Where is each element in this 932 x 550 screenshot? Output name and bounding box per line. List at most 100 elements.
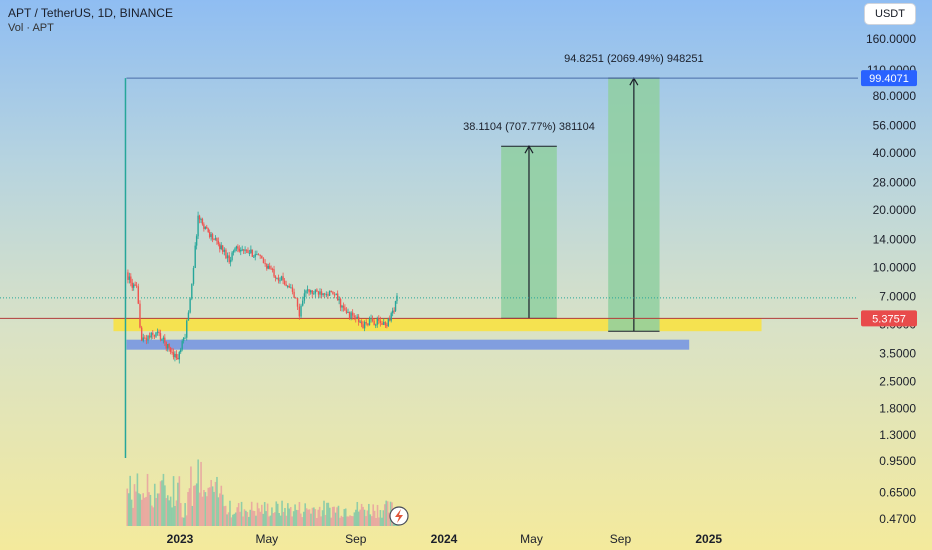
candle [207, 227, 209, 233]
candle [353, 313, 355, 321]
candle [206, 224, 208, 229]
candle-body [302, 300, 304, 306]
candle [320, 288, 323, 299]
candle-body [169, 347, 172, 352]
price-tick-label: 3.5000 [879, 347, 916, 361]
candle [332, 291, 334, 295]
volume-bar [145, 496, 147, 526]
volume-bar [224, 505, 227, 526]
yellow-support-zone [113, 318, 762, 332]
candle [167, 343, 169, 352]
candle [250, 245, 252, 254]
candle [302, 296, 304, 307]
candle [396, 292, 398, 304]
volume-bar [132, 507, 134, 526]
candle [221, 244, 224, 255]
volume-bar [161, 480, 163, 526]
price-axis: 160.0000110.000080.000056.000040.000028.… [866, 32, 916, 526]
candle [158, 329, 160, 337]
candle-body [237, 246, 239, 249]
candle-body [203, 224, 205, 229]
candle [325, 291, 328, 298]
candle-body [300, 305, 302, 317]
volume-bar [357, 511, 360, 526]
volume-bar [370, 516, 373, 526]
candle-body [211, 234, 214, 240]
volume-bar [262, 513, 265, 526]
candle-body [192, 268, 195, 284]
volume-bar [324, 514, 327, 526]
volume-bar [233, 513, 236, 526]
price-badge-low: 5.3757 [861, 310, 917, 327]
candle-body [164, 337, 166, 343]
candle-body [229, 259, 232, 263]
volume-bar [237, 503, 240, 526]
candle [147, 334, 149, 344]
candle [225, 248, 227, 260]
volume-bar [279, 515, 282, 526]
volume-bar [265, 511, 267, 526]
candle-body [277, 277, 280, 281]
candle [150, 331, 152, 340]
volume-bar [166, 495, 169, 526]
currency-button[interactable]: USDT [864, 3, 916, 25]
volume-bar [180, 503, 182, 526]
volume-bar [227, 512, 230, 526]
candle [367, 323, 369, 327]
volume-bar [337, 505, 340, 526]
candle [317, 290, 320, 298]
volume-bar [191, 505, 194, 526]
candle [283, 277, 286, 286]
volume-bar [276, 503, 279, 526]
candle-body [280, 276, 283, 281]
volume-bar [255, 515, 257, 526]
candle [187, 310, 190, 321]
candle-body [350, 312, 352, 319]
volume-bar [175, 500, 178, 526]
volume-bar [130, 499, 133, 526]
candle-body [242, 249, 245, 251]
volume-bar [171, 507, 173, 526]
candle-body [235, 246, 238, 249]
candle [341, 304, 343, 312]
candle [293, 288, 295, 299]
candle-body [172, 352, 175, 358]
candle [384, 321, 387, 329]
volume-bar [271, 507, 273, 526]
candle-body [150, 332, 152, 338]
candle [350, 311, 352, 321]
candle-body [303, 293, 306, 301]
candle-body [381, 322, 383, 325]
price-tick-label: 7.0000 [879, 290, 916, 304]
volume-bar [281, 500, 283, 526]
candle [216, 237, 218, 245]
bolt-button[interactable] [389, 506, 409, 526]
candle-body [276, 277, 278, 279]
candle [355, 315, 357, 323]
candle-body [248, 252, 251, 254]
candle-body [187, 312, 190, 321]
candle-body [144, 337, 146, 339]
candle [274, 275, 277, 282]
candle [219, 242, 221, 253]
candle [211, 232, 214, 243]
candle-body [330, 290, 332, 292]
candle [214, 235, 217, 241]
candle-body [191, 283, 193, 299]
candle [357, 314, 360, 326]
volume-bar [388, 512, 390, 526]
candle-body [155, 332, 157, 337]
candle-body [341, 305, 343, 308]
candle-body [285, 284, 287, 286]
candle [156, 328, 159, 336]
candle [327, 291, 329, 299]
candle [180, 347, 182, 354]
candle-body [386, 325, 388, 327]
candle-body [257, 254, 260, 256]
candle-body [360, 321, 363, 325]
volume-bar [323, 500, 325, 526]
candle [172, 348, 175, 360]
candle [208, 229, 211, 239]
candle [280, 275, 283, 281]
